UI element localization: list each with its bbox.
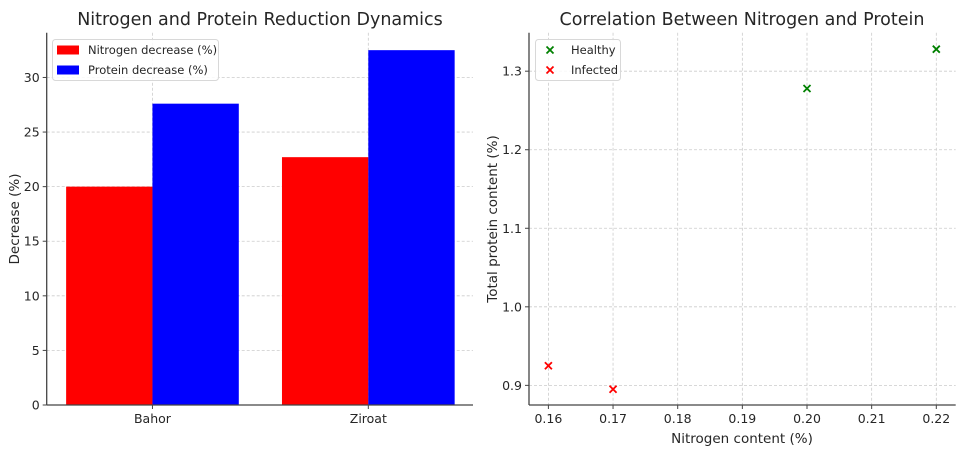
point-healthy [802,84,812,93]
bar-chart-ytick-label: 30 [24,70,40,85]
bar-chart-ytick-label: 5 [32,343,40,358]
legend-swatch-protein [57,65,79,75]
scatter-chart: 0.16 0.17 0.18 0.19 0.20 0.21 0.22 0.9 1.0 1.1 1.2… [485,10,956,447]
bar-nitrogen-ziroat [281,157,369,405]
scatter-chart-ytick-label: 1.1 [502,221,522,236]
bar-protein-bahor [152,103,239,406]
bar-chart-ylabel: Decrease (%) [7,174,23,265]
point-infected [544,361,553,370]
bar-chart-legend-box [52,39,219,81]
legend-label-healthy: Healthy [571,43,616,57]
scatter-chart-xtick-label: 0.17 [599,411,627,426]
scatter-chart-grid [529,32,956,405]
scatter-chart-legend: Healthy Infected [535,39,621,81]
scatter-chart-xtick-label: 0.19 [728,411,756,426]
x-marker-stroke [608,385,618,394]
scatter-chart-ytick-label: 1.2 [502,142,522,157]
bar-chart-ytick-label: 0 [32,398,40,413]
bar-chart-ytick-label: 10 [24,288,40,303]
point-infected [608,385,618,394]
legend-label-infected: Infected [571,63,618,77]
scatter-chart-xtick-label: 0.20 [793,411,821,426]
x-marker-stroke [544,361,553,370]
point-healthy [932,45,941,54]
x-marker-stroke [932,45,941,54]
bar-chart-ytick-label: 15 [24,234,40,249]
scatter-chart-xtick-label: 0.22 [922,411,950,426]
legend-marker-infected [545,65,555,75]
scatter-chart-ytick-label: 0.9 [502,378,522,393]
x-marker-stroke [545,65,555,75]
bar-chart-legend: Nitrogen decrease (%) Protein decrease (%… [52,39,219,81]
bar-chart-axes: 0 5 10 15 20 25 30 Bahor Ziroat [24,32,473,426]
scatter-chart-ytick-label: 1.0 [502,299,522,314]
scatter-chart-ytick-label: 1.3 [502,64,522,79]
scatter-chart-xtick-label: 0.16 [534,411,562,426]
bar-chart-title: Nitrogen and Protein Reduction Dynamics [77,10,443,30]
scatter-chart-xlabel: Nitrogen content (%) [671,431,813,447]
x-marker-stroke [545,45,555,55]
scatter-chart-xtick-label: 0.21 [858,411,886,426]
legend-marker-healthy [545,45,555,55]
bar-nitrogen-bahor [66,186,153,405]
bar-protein-ziroat [368,50,455,406]
scatter-chart-legend-box [535,39,621,81]
bar-chart-xtick-label: Ziroat [350,411,387,426]
bar-chart-xtick-label: Bahor [134,411,172,426]
bar-chart-bars [66,50,455,406]
scatter-chart-xtick-label: 0.18 [664,411,692,426]
scatter-chart-points [544,45,941,394]
bar-chart: 0 5 10 15 20 25 30 Bahor Ziroat Nitrogen and Pro… [7,10,473,426]
scatter-chart-ylabel: Total protein content (%) [485,135,501,303]
bar-chart-ytick-label: 25 [24,125,40,140]
legend-swatch-nitrogen [57,45,79,55]
x-marker-stroke [802,84,812,93]
legend-label-protein: Protein decrease (%) [88,63,208,77]
scatter-chart-title: Correlation Between Nitrogen and Protein [560,10,925,30]
legend-label-nitrogen: Nitrogen decrease (%) [88,43,217,57]
scatter-chart-axes: 0.16 0.17 0.18 0.19 0.20 0.21 0.22 0.9 1.0 1.1 1.2… [502,32,956,426]
bar-chart-ytick-label: 20 [24,179,40,194]
